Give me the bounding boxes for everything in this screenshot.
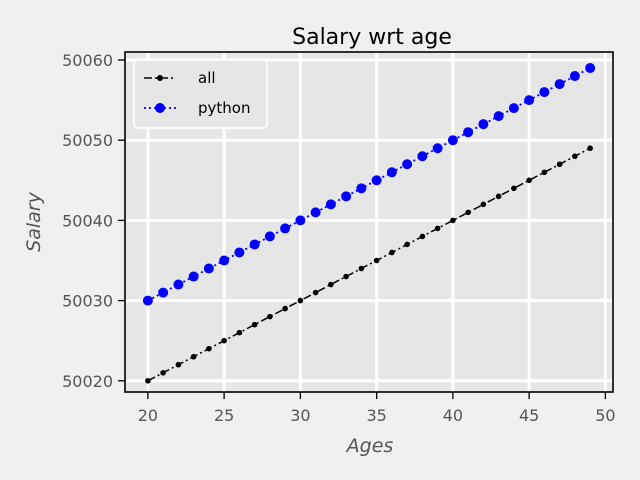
data-point-python	[371, 175, 382, 186]
legend-label-all: all	[198, 69, 216, 87]
x-tick-label: 30	[290, 406, 310, 425]
data-point-python	[417, 151, 428, 162]
data-point-python	[539, 87, 550, 98]
data-point-python	[493, 111, 504, 122]
data-point-all	[587, 145, 593, 152]
data-point-python	[234, 247, 245, 258]
legend: all python	[133, 59, 268, 129]
y-tick-label: 50060	[62, 51, 113, 70]
data-point-python	[524, 95, 535, 106]
data-point-python	[585, 63, 596, 74]
data-point-all	[160, 369, 166, 376]
data-point-all	[511, 185, 517, 192]
data-point-python	[158, 287, 169, 298]
data-point-all	[373, 257, 380, 264]
data-point-python	[478, 119, 489, 130]
legend-box	[133, 59, 268, 129]
chart-title: Salary wrt age	[292, 25, 452, 50]
data-point-all	[221, 337, 227, 344]
data-point-all	[343, 273, 349, 280]
data-point-all	[404, 241, 410, 248]
data-point-all	[419, 233, 426, 240]
data-point-all	[541, 169, 548, 176]
data-point-python	[264, 231, 275, 242]
series-all	[145, 145, 593, 384]
data-point-all	[434, 225, 441, 232]
series-line-all	[147, 147, 591, 382]
data-point-all	[495, 193, 502, 200]
data-point-all	[389, 249, 395, 256]
data-point-all	[312, 289, 319, 296]
data-point-all	[465, 209, 471, 216]
x-tick-label: 50	[595, 406, 615, 425]
data-point-python	[569, 71, 580, 82]
data-point-all	[236, 329, 243, 336]
data-point-python	[173, 279, 184, 290]
data-point-all	[145, 377, 151, 384]
data-point-python	[295, 215, 306, 226]
data-point-python	[402, 159, 413, 170]
data-point-all	[251, 321, 258, 328]
series-python	[142, 63, 596, 306]
data-point-all	[480, 201, 487, 208]
data-point-python	[249, 239, 260, 250]
data-point-python	[341, 191, 352, 202]
data-point-python	[219, 255, 230, 266]
data-point-all	[526, 177, 532, 184]
x-tick-label: 35	[366, 406, 386, 425]
series	[142, 63, 596, 384]
data-point-python	[280, 223, 291, 234]
ticks: 20 25 30 35 40 45 50 50020 50030 50040 50050 50060	[62, 51, 615, 425]
legend-marker-python	[155, 103, 165, 113]
x-axis-label: Ages	[345, 435, 394, 457]
data-point-all	[450, 217, 456, 224]
y-tick-label: 50050	[62, 131, 113, 150]
data-point-all	[175, 361, 182, 368]
data-point-all	[297, 297, 304, 304]
data-point-python	[463, 127, 474, 138]
data-point-all	[282, 305, 288, 312]
data-point-python	[432, 143, 443, 154]
data-point-all	[358, 265, 365, 272]
data-point-python	[310, 207, 321, 218]
y-axis-label: Salary	[23, 191, 45, 251]
data-point-python	[356, 183, 367, 194]
data-point-all	[206, 345, 212, 352]
data-point-python	[188, 271, 199, 282]
data-point-python	[142, 295, 153, 306]
y-tick-label: 50020	[62, 372, 113, 391]
legend-marker-all	[157, 75, 163, 81]
data-point-python	[508, 103, 519, 114]
legend-label-python: python	[198, 99, 250, 117]
x-tick-label: 40	[443, 406, 463, 425]
data-point-python	[325, 199, 336, 210]
x-tick-label: 45	[519, 406, 539, 425]
plot-frame	[124, 51, 614, 393]
y-tick-label: 50030	[62, 292, 113, 311]
data-point-python	[447, 135, 458, 146]
data-point-all	[572, 153, 578, 160]
data-point-all	[328, 281, 334, 288]
x-tick-label: 20	[138, 406, 158, 425]
x-tick-label: 25	[214, 406, 234, 425]
data-point-all	[190, 353, 197, 360]
data-point-python	[554, 79, 565, 90]
data-point-python	[203, 263, 214, 274]
y-tick-label: 50040	[62, 211, 113, 230]
data-point-python	[386, 167, 397, 178]
data-point-all	[267, 313, 273, 320]
data-point-all	[556, 161, 563, 168]
